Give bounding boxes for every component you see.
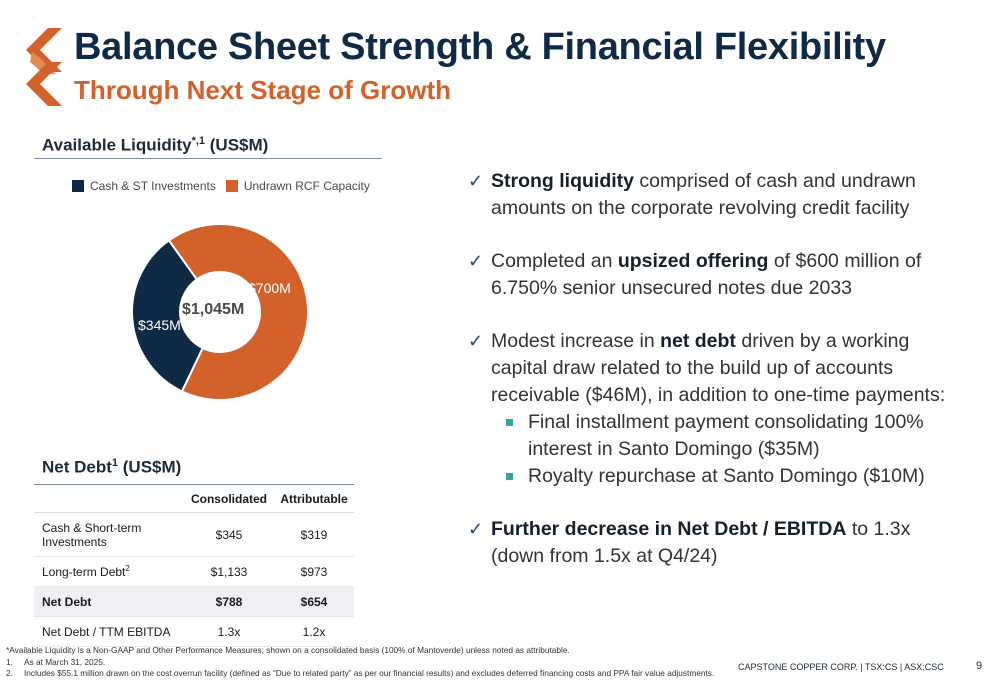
bullet-item: ✓ Completed an upsized offering of $600 … xyxy=(468,250,922,299)
net-debt-table: Consolidated Attributable Cash & Short-t… xyxy=(34,484,354,647)
table-header-attributable: Attributable xyxy=(274,484,354,513)
donut-center-label: $1,045M xyxy=(182,301,245,318)
page-subtitle: Through Next Stage of Growth xyxy=(74,75,451,105)
donut-slice-rcf xyxy=(167,223,309,401)
table-row: Net Debt / TTM EBITDA 1.3x 1.2x xyxy=(34,616,354,647)
row-consolidated: 1.3x xyxy=(184,616,274,647)
square-bullet-icon xyxy=(506,419,513,426)
table-header-consolidated: Consolidated xyxy=(184,484,274,513)
row-label: Net Debt / TTM EBITDA xyxy=(34,616,184,647)
key-points-list: ✓ Strong liquidity comprised of cash and… xyxy=(468,168,968,596)
square-bullet-icon xyxy=(506,473,513,480)
footnote-1: 1. As at March 31, 2025. xyxy=(6,656,106,667)
row-label: Long-term Debt2 xyxy=(34,556,184,587)
table-row: Cash & Short-term Investments $345 $319 xyxy=(34,512,354,557)
slice-label-cash: $345M xyxy=(138,317,181,333)
row-label: Cash & Short-term Investments xyxy=(34,512,184,557)
row-consolidated: $345 xyxy=(184,512,274,557)
row-consolidated: $788 xyxy=(184,586,274,617)
legend-item-cash: Cash & ST Investments xyxy=(72,179,216,193)
table-row-highlight: Net Debt $788 $654 xyxy=(34,586,354,617)
legend-item-rcf: Undrawn RCF Capacity xyxy=(225,179,370,193)
liquidity-donut-chart: $700M $345M $1,045M xyxy=(120,212,320,412)
row-consolidated: $1,133 xyxy=(184,556,274,587)
legend-swatch-cash xyxy=(72,180,84,192)
check-icon: ✓ xyxy=(468,171,484,191)
row-attributable: 1.2x xyxy=(274,616,354,647)
table-row: Long-term Debt2 $1,133 $973 xyxy=(34,556,354,587)
sub-bullet-item: Royalty repurchase at Santo Domingo ($10… xyxy=(468,463,968,490)
bullet-item: ✓ Further decrease in Net Debt / EBITDA … xyxy=(468,518,911,567)
table-header-blank xyxy=(34,484,184,513)
liquidity-heading-rule xyxy=(34,158,382,159)
footnote-2: 2. Includes $55.1 million drawn on the co… xyxy=(6,668,715,678)
donut-slice-cash xyxy=(131,238,205,393)
row-label: Net Debt xyxy=(34,586,184,617)
chart-legend: Cash & ST Investments Undrawn RCF Capaci… xyxy=(72,179,380,193)
footnotes: *Available Liquidity is a Non-GAAP and O… xyxy=(6,645,714,680)
net-debt-heading: Net Debt1 (US$M) xyxy=(42,457,182,477)
sub-bullet-item: Final installment payment consolidating … xyxy=(468,409,968,463)
row-attributable: $319 xyxy=(274,512,354,557)
capstone-logo-icon xyxy=(26,28,62,106)
legend-swatch-rcf xyxy=(225,180,238,192)
bullet-item: ✓ Strong liquidity comprised of cash and… xyxy=(468,170,916,219)
donut-svg xyxy=(131,223,309,401)
footnote-star: *Available Liquidity is a Non-GAAP and O… xyxy=(6,645,570,655)
check-icon: ✓ xyxy=(468,331,484,351)
legend-label-cash: Cash & ST Investments xyxy=(90,179,216,193)
legend-label-rcf: Undrawn RCF Capacity xyxy=(243,179,370,193)
slice-label-rcf: $700M xyxy=(248,280,291,296)
row-attributable: $654 xyxy=(274,586,354,617)
table-header-row: Consolidated Attributable xyxy=(34,484,354,513)
bullet-item: ✓ Modest increase in net debt driven by … xyxy=(468,330,946,406)
check-icon: ✓ xyxy=(468,251,484,271)
check-icon: ✓ xyxy=(468,519,484,539)
row-attributable: $973 xyxy=(274,556,354,587)
footer-company: CAPSTONE COPPER CORP. | TSX:CS | ASX:CSC xyxy=(738,662,944,672)
page-number: 9 xyxy=(976,660,983,672)
page-title: Balance Sheet Strength & Financial Flexi… xyxy=(74,26,886,68)
liquidity-heading: Available Liquidity*,1 (US$M) xyxy=(42,135,269,155)
